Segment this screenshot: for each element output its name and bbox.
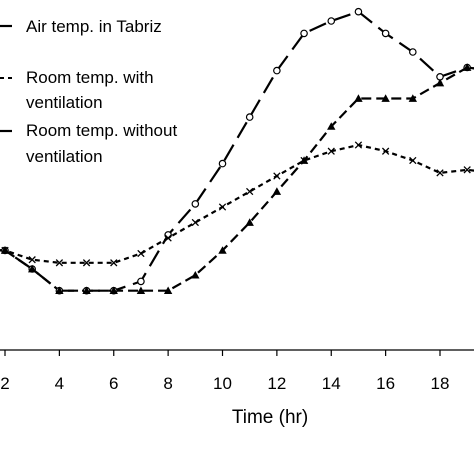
series-1-point [28,256,36,264]
series-2-point [381,94,390,102]
x-tick-label: 18 [431,374,450,393]
series-line-1 [0,143,474,264]
series-1-point [137,249,145,258]
series-2-point [245,218,254,226]
series-1-point [55,259,64,267]
series-2-point [191,271,200,279]
x-axis-title: Time (hr) [232,407,308,428]
series-1-point [327,147,335,155]
series-2-point [327,122,336,130]
series-0-point [409,48,417,56]
x-tick-label: 6 [109,374,118,393]
series-2-point [27,264,37,273]
series-0-point [381,29,390,38]
series-2-point [218,246,227,254]
series-0-point [218,159,227,168]
series-2-point [435,78,445,87]
series-2-point [55,286,64,295]
series-lines [0,10,474,292]
series-2-point [354,94,363,102]
legend-label-room-novent-line1: Room temp. without [26,121,177,140]
series-1-point [463,166,471,174]
series-0-point [191,200,200,208]
legend-label-air-temp: Air temp. in Tabriz [26,17,162,36]
x-axis-tick-labels: 2 4 6 8 10 12 14 16 18 [0,374,449,393]
series-2-point [0,246,10,254]
series-2-point [163,286,173,295]
legend-label-room-vent-line2: ventilation [26,93,103,112]
series-1-point [273,172,281,180]
series-line-2 [0,66,474,292]
series-0-point [354,7,363,16]
series-2-point [136,286,146,295]
series-0-point [137,277,145,286]
series-1-point [191,218,199,227]
series-1-point [218,203,227,211]
series-1-point [164,234,172,242]
series-0-point [273,66,281,75]
series-1-point [110,259,118,267]
series-1-point [246,187,254,196]
legend-label-room-novent-line2: ventilation [26,147,103,166]
x-axis-ticks [4,350,441,356]
x-tick-label: 2 [0,374,9,393]
x-tick-label: 16 [376,374,395,393]
plot-area: 2 4 6 8 10 12 14 16 18 [0,7,474,393]
series-2-point [462,63,472,71]
series-1-point [436,169,444,177]
x-tick-label: 10 [213,374,232,393]
series-2-point [299,156,309,164]
x-tick-label: 12 [267,374,286,393]
series-1-point [354,141,363,149]
x-tick-label: 4 [55,374,64,393]
series-line-0 [0,10,474,292]
series-2-point [408,94,418,102]
legend: Air temp. in Tabriz Room temp. with vent… [0,17,177,166]
series-2-point [272,187,282,195]
series-2-point [82,286,91,295]
series-0-point [300,29,308,38]
series-0-point [245,113,254,121]
series-1-point [82,259,91,267]
series-markers [0,7,472,295]
x-tick-label: 14 [322,374,341,393]
series-1-point [381,147,390,155]
legend-label-room-vent-line1: Room temp. with [26,68,154,87]
series-2-point [109,286,118,295]
series-0-point [327,17,336,25]
x-tick-label: 8 [163,374,172,393]
series-1-point [409,156,417,165]
